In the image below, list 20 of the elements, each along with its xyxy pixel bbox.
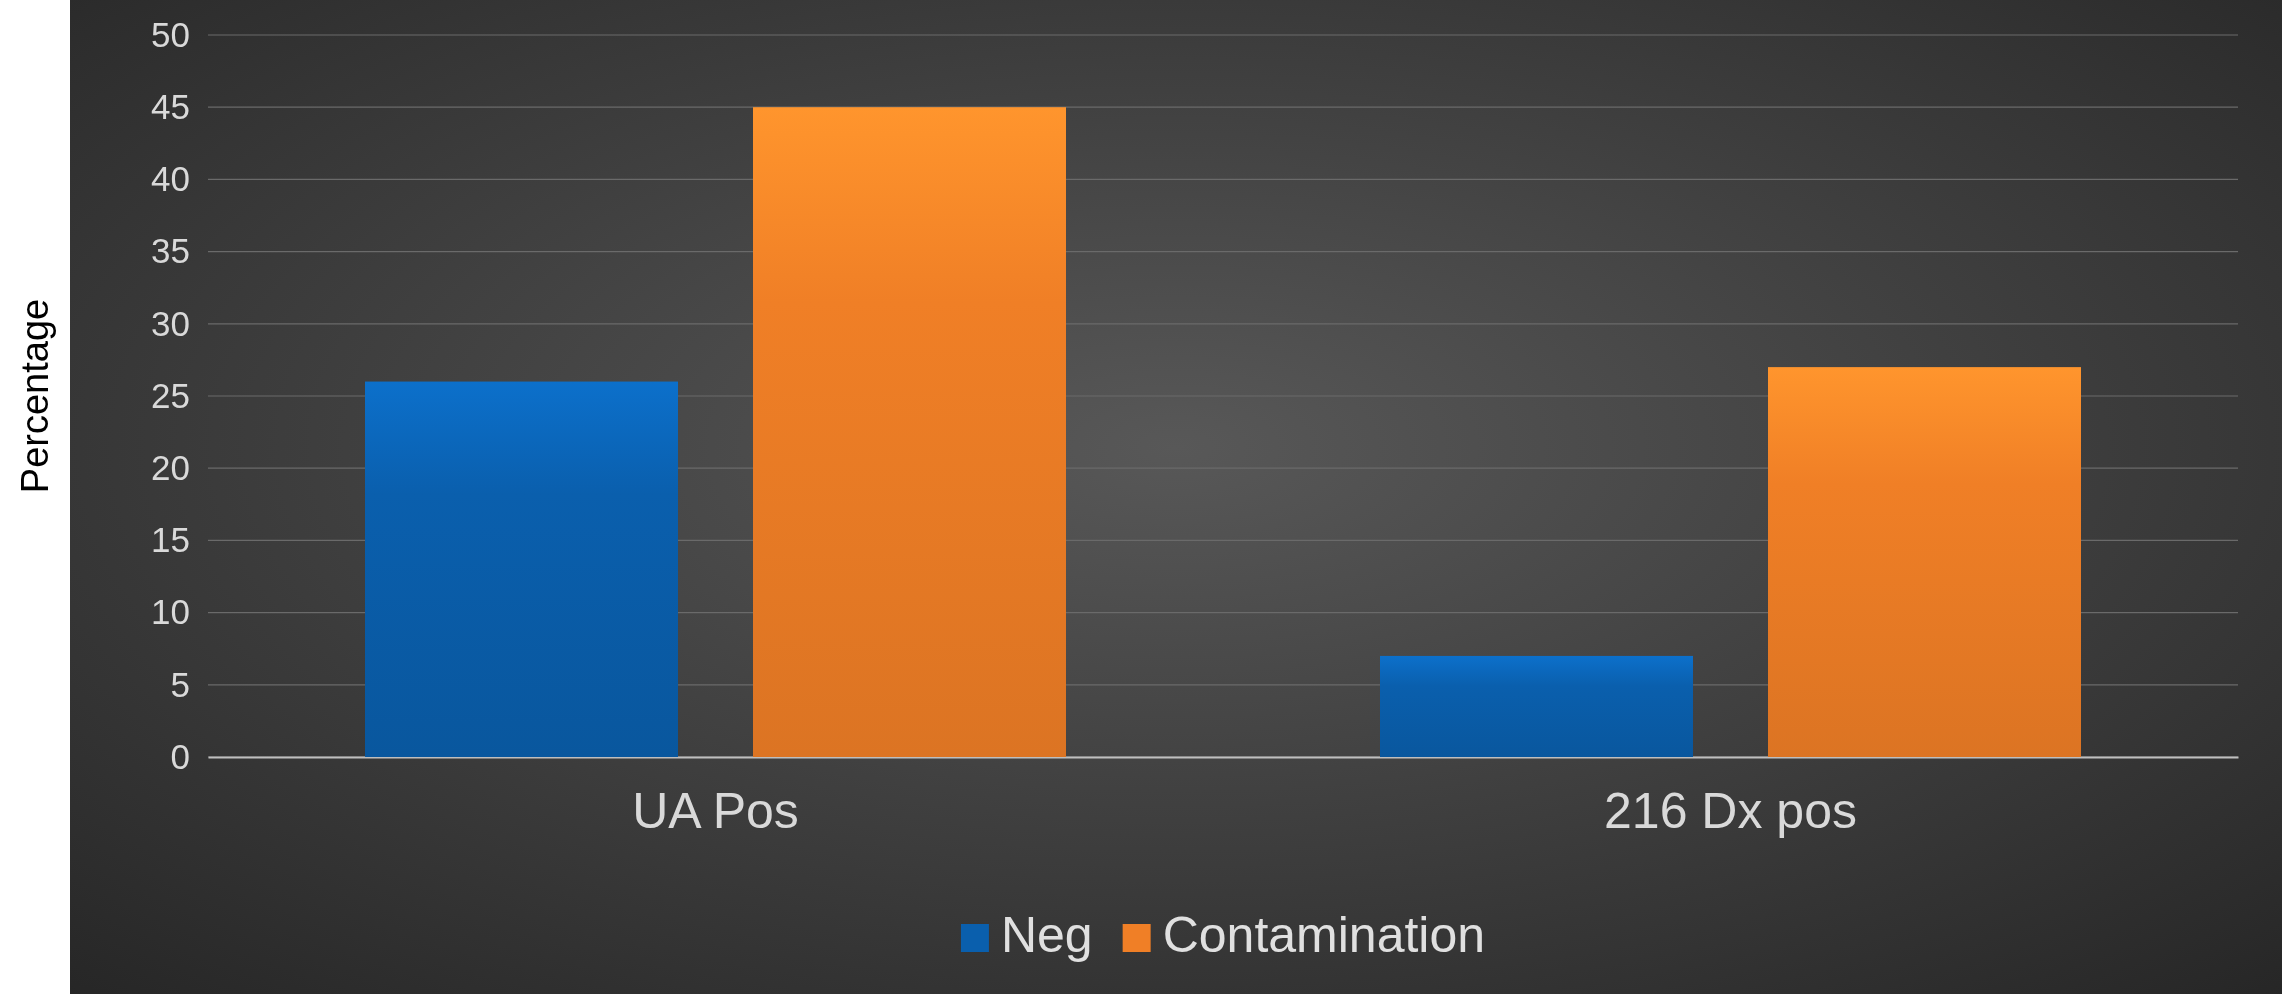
- x-tick-label: 216 Dx pos: [1604, 782, 1857, 839]
- y-tick-label: 5: [170, 664, 190, 704]
- bar: [1768, 367, 2081, 757]
- y-tick-label: 30: [151, 303, 190, 343]
- bar: [753, 107, 1066, 757]
- y-tick-label: 25: [151, 375, 190, 415]
- y-tick-label: 15: [151, 520, 190, 560]
- y-tick-label: 0: [170, 736, 190, 776]
- y-tick-label: 10: [151, 592, 190, 632]
- y-tick-label: 45: [151, 86, 190, 126]
- y-tick-label: 50: [151, 14, 190, 54]
- y-tick-label: 35: [151, 231, 190, 271]
- y-tick-label: 20: [151, 447, 190, 487]
- x-tick-label: UA Pos: [632, 782, 799, 839]
- legend-label: Neg: [1000, 907, 1093, 963]
- y-axis-title: Percentage: [14, 298, 56, 494]
- y-tick-label: 40: [151, 159, 190, 199]
- bar: [1380, 655, 1693, 757]
- bar: [365, 381, 678, 757]
- legend-label: Contamination: [1162, 907, 1486, 963]
